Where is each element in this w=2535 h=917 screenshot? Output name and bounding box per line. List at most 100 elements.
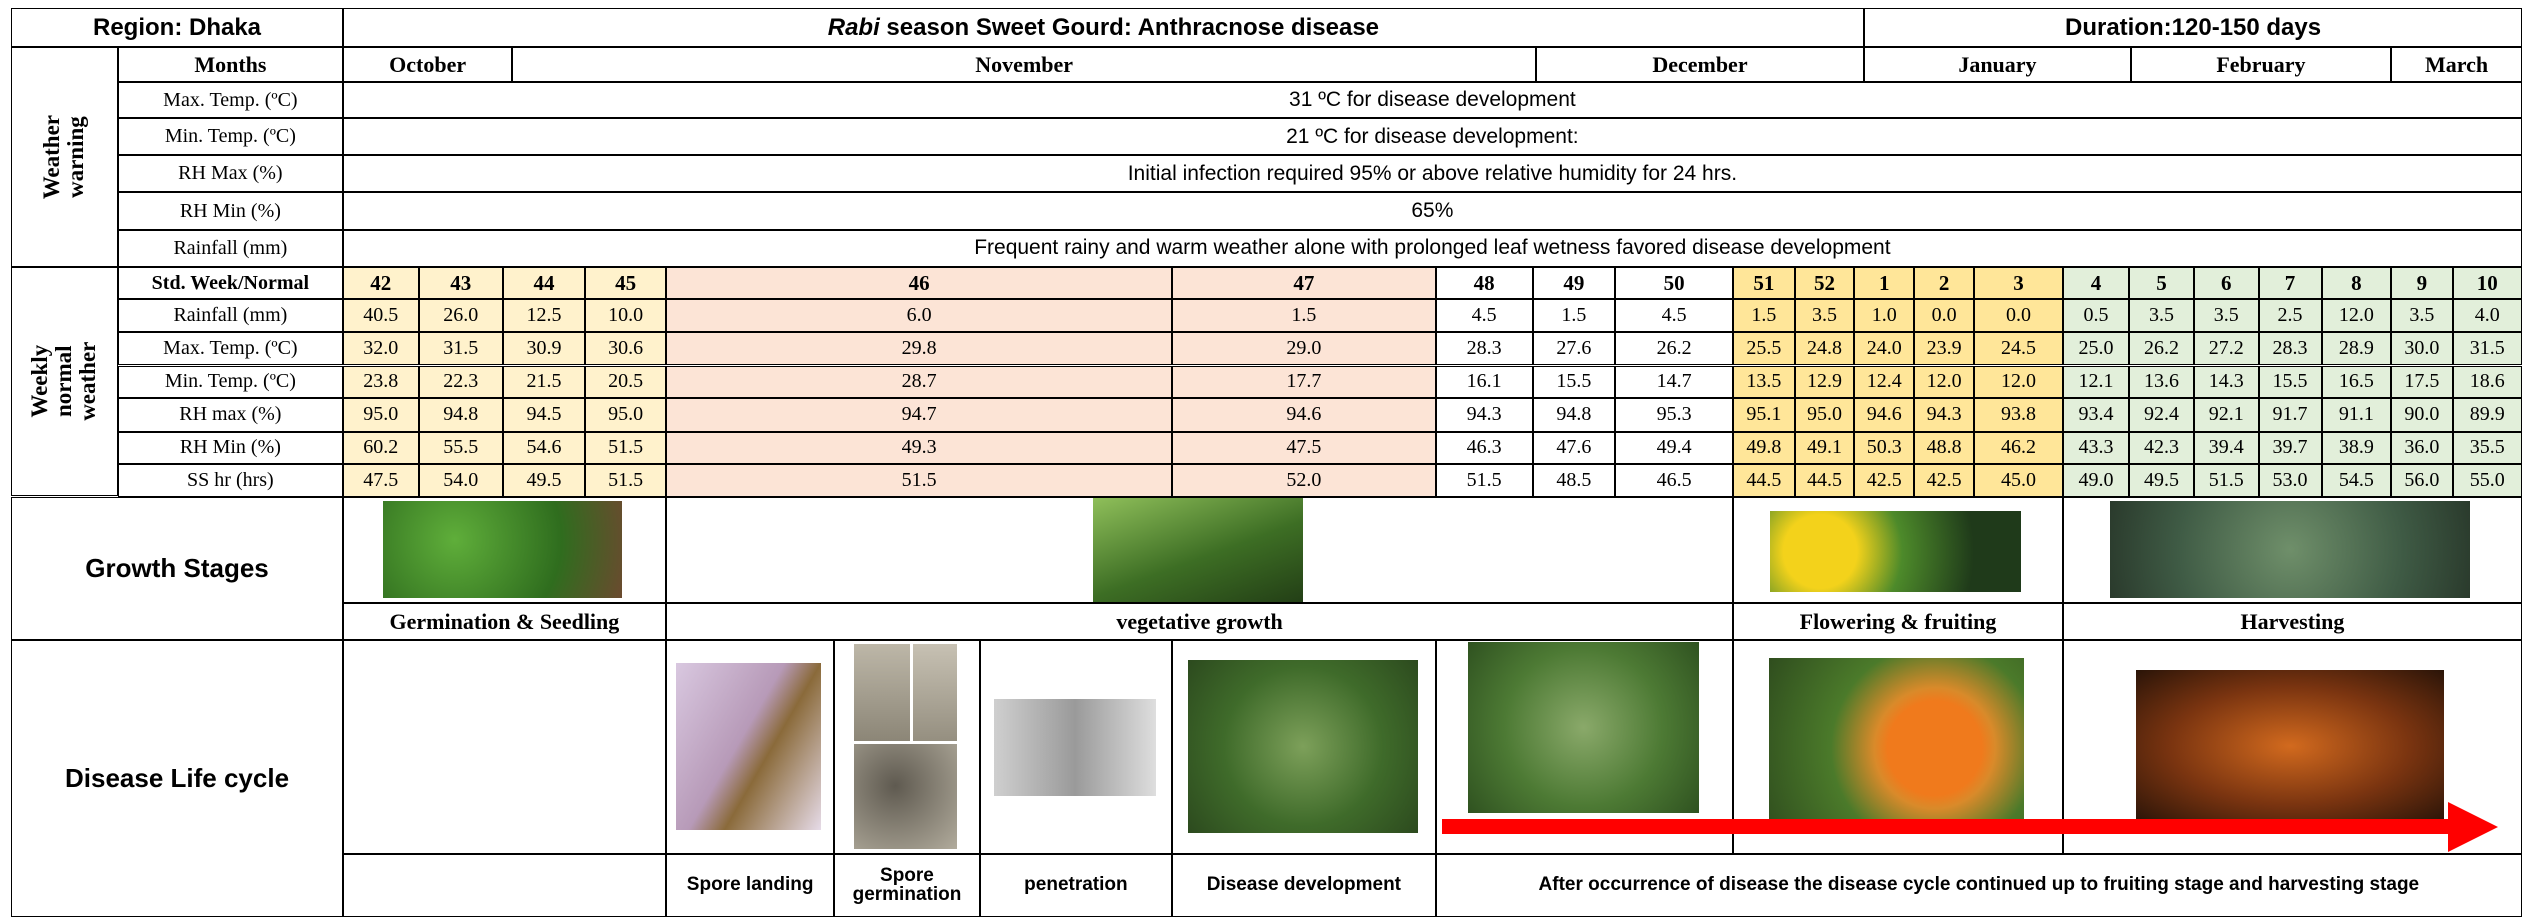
value: 12.0 <box>1914 366 1974 398</box>
value: 24.5 <box>1974 332 2063 366</box>
value: 16.1 <box>1436 366 1533 398</box>
week: 10 <box>2453 267 2523 299</box>
value: 31.5 <box>2453 332 2523 366</box>
value: 49.5 <box>2129 464 2194 496</box>
month: March <box>2391 47 2522 83</box>
value: 95.1 <box>1733 398 1794 432</box>
value: 35.5 <box>2453 432 2523 464</box>
week: 6 <box>2194 267 2259 299</box>
value: 95.0 <box>343 398 419 432</box>
value: 12.1 <box>2063 366 2129 398</box>
value: 21.5 <box>503 366 585 398</box>
value: 32.0 <box>343 332 419 366</box>
value: 26.0 <box>419 299 503 331</box>
region: Region: Dhaka <box>11 8 342 47</box>
value: 94.8 <box>1533 398 1615 432</box>
row-label: RH Min (%) <box>118 192 343 229</box>
value: 18.6 <box>2453 366 2523 398</box>
value: 54.0 <box>419 464 503 496</box>
value: 14.7 <box>1615 366 1733 398</box>
week: 5 <box>2129 267 2194 299</box>
photo <box>1188 660 1418 833</box>
value: 20.5 <box>585 366 666 398</box>
value: 93.8 <box>1974 398 2063 432</box>
week: 45 <box>585 267 666 299</box>
row-label: Min. Temp. (ºC) <box>118 366 343 398</box>
value: 95.3 <box>1615 398 1733 432</box>
week: 9 <box>2391 267 2452 299</box>
week: 44 <box>503 267 585 299</box>
row-label: SS hr (hrs) <box>118 464 343 496</box>
value: 52.0 <box>1172 464 1436 496</box>
week: 47 <box>1172 267 1436 299</box>
photo <box>854 644 911 741</box>
value: 46.5 <box>1615 464 1733 496</box>
week: 48 <box>1436 267 1533 299</box>
page: Region: DhakaRabi season Sweet Gourd: An… <box>0 0 2535 917</box>
value: 25.0 <box>2063 332 2129 366</box>
section-label: Weekly normal weather <box>11 267 118 497</box>
photo <box>994 699 1156 796</box>
week: 46 <box>666 267 1172 299</box>
section-label: Growth Stages <box>11 497 342 641</box>
week: 50 <box>1615 267 1733 299</box>
value: 27.6 <box>1533 332 1615 366</box>
step: penetration <box>980 854 1172 917</box>
value: 28.7 <box>666 366 1172 398</box>
value: 4.5 <box>1436 299 1533 331</box>
value: 28.9 <box>2322 332 2392 366</box>
step: After occurrence of disease the disease … <box>1436 854 2522 917</box>
week: 1 <box>1854 267 1914 299</box>
section-label-text: Weather warning <box>41 105 89 210</box>
photo <box>2136 670 2445 822</box>
value: 14.3 <box>2194 366 2259 398</box>
title-italic: Rabi <box>828 15 880 40</box>
week: 7 <box>2259 267 2322 299</box>
row-label: RH Max (%) <box>118 155 343 192</box>
value: 47.5 <box>343 464 419 496</box>
value: 51.5 <box>1436 464 1533 496</box>
value: 44.5 <box>1733 464 1794 496</box>
duration: Duration:120-150 days <box>1864 8 2522 47</box>
value: 3.5 <box>2129 299 2194 331</box>
value: 30.6 <box>585 332 666 366</box>
value: 23.9 <box>1914 332 1974 366</box>
row-label: Rainfall (mm) <box>118 299 343 331</box>
photo <box>1769 658 2024 821</box>
value: 15.5 <box>1533 366 1615 398</box>
value: 43.3 <box>2063 432 2129 464</box>
row-label: Max. Temp. (ºC) <box>118 332 343 366</box>
value: 40.5 <box>343 299 419 331</box>
value: 3.5 <box>1795 299 1855 331</box>
value: 60.2 <box>343 432 419 464</box>
value: 94.3 <box>1436 398 1533 432</box>
photo <box>913 644 957 741</box>
value: 12.4 <box>1854 366 1914 398</box>
value: 45.0 <box>1974 464 2063 496</box>
value: 92.1 <box>2194 398 2259 432</box>
week: 52 <box>1795 267 1855 299</box>
stage: Germination & Seedling <box>343 603 666 640</box>
value: 28.3 <box>2259 332 2322 366</box>
value: 39.4 <box>2194 432 2259 464</box>
month: January <box>1864 47 2131 83</box>
value: 94.7 <box>666 398 1172 432</box>
value: 30.9 <box>503 332 585 366</box>
value: 92.4 <box>2129 398 2194 432</box>
week: 43 <box>419 267 503 299</box>
row-label: Months <box>118 47 343 83</box>
value: 24.0 <box>1854 332 1914 366</box>
value: 1.5 <box>1172 299 1436 331</box>
warning-text: 65% <box>343 192 2522 229</box>
value: 46.3 <box>1436 432 1533 464</box>
value: 91.1 <box>2322 398 2392 432</box>
value: 23.8 <box>343 366 419 398</box>
value: 29.0 <box>1172 332 1436 366</box>
value: 6.0 <box>666 299 1172 331</box>
value: 27.2 <box>2194 332 2259 366</box>
value: 0.0 <box>1974 299 2063 331</box>
value: 49.1 <box>1795 432 1855 464</box>
week: 49 <box>1533 267 1615 299</box>
value: 49.8 <box>1733 432 1794 464</box>
value: 1.5 <box>1533 299 1615 331</box>
